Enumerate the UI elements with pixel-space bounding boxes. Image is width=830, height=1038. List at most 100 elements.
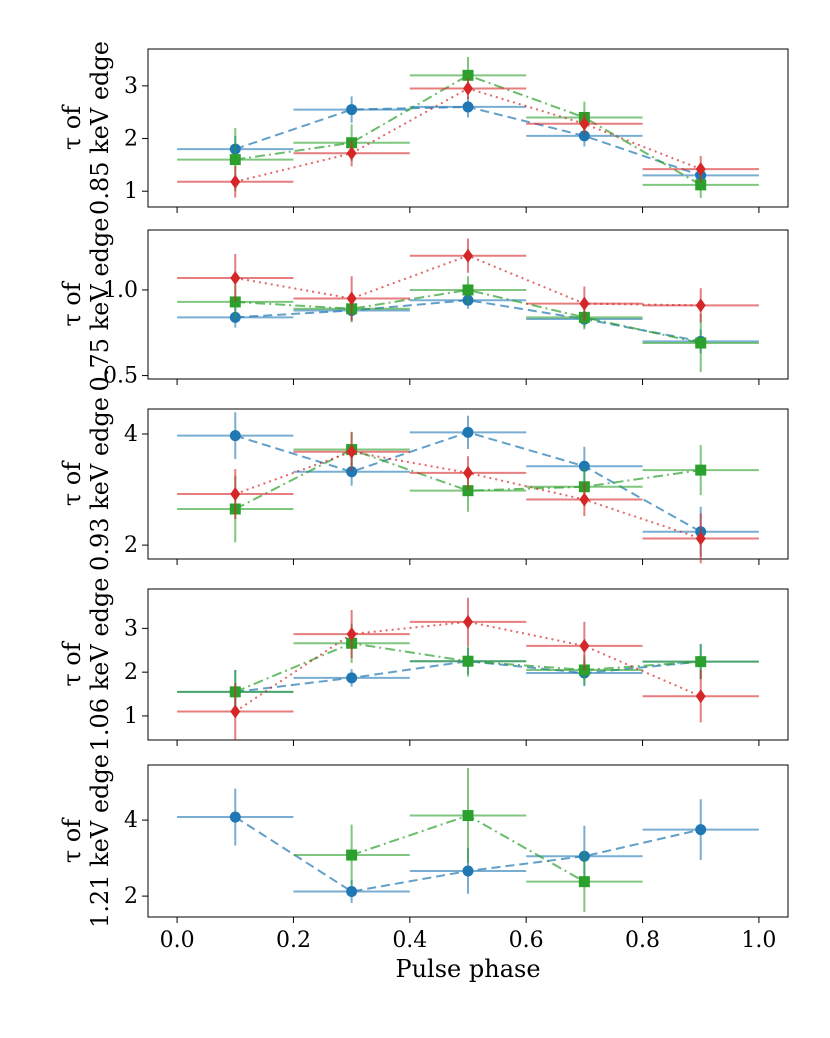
y-tick-label: 1.0 bbox=[103, 278, 138, 303]
y-tick-label: 1 bbox=[124, 179, 138, 204]
y-axis-label-line1: τ of bbox=[58, 104, 86, 150]
data-point bbox=[462, 485, 474, 497]
axes-frame bbox=[147, 48, 789, 208]
data-point bbox=[463, 248, 473, 263]
series-red bbox=[177, 77, 759, 198]
data-point bbox=[463, 614, 473, 629]
y-tick-label: 2 bbox=[124, 127, 138, 152]
data-point bbox=[462, 101, 474, 113]
y-axis-label-line2: 1.06 keV edge bbox=[86, 578, 114, 752]
y-axis-label: τ of0.75 keV edge bbox=[58, 218, 114, 392]
y-axis-label: τ of1.21 keV edge bbox=[58, 754, 114, 928]
data-point bbox=[578, 130, 590, 142]
data-point bbox=[229, 154, 241, 166]
data-point bbox=[230, 270, 241, 285]
data-point bbox=[578, 460, 590, 472]
data-point bbox=[346, 291, 357, 306]
data-point bbox=[462, 426, 474, 438]
y-axis-label-line2: 0.85 keV edge bbox=[86, 41, 114, 215]
y-axis-label: τ of1.06 keV edge bbox=[58, 578, 114, 752]
data-point bbox=[463, 465, 473, 480]
x-tick-label: 0.0 bbox=[160, 928, 195, 953]
panel-5: 0.0 0.2 0.4 0.6 0.8 1.0 2 4 τ of1.21 keV edge bbox=[58, 754, 789, 953]
y-axis-label-line1: τ of bbox=[58, 280, 86, 326]
x-tick-label: 0.8 bbox=[625, 928, 660, 953]
y-tick-label: 3 bbox=[124, 616, 138, 641]
data-point bbox=[230, 704, 241, 719]
series-line bbox=[235, 660, 701, 693]
data-point bbox=[462, 69, 474, 81]
data-point bbox=[346, 146, 357, 161]
y-axis-label-line1: τ of bbox=[58, 817, 86, 863]
series-blue bbox=[177, 788, 759, 903]
x-tick-label: 1.0 bbox=[741, 928, 776, 953]
y-axis-label-line1: τ of bbox=[58, 460, 86, 506]
panel-1: 1 2 3 τ of0.85 keV edge bbox=[58, 41, 789, 215]
axes-frame bbox=[147, 588, 789, 741]
data-point bbox=[346, 886, 358, 898]
data-point bbox=[346, 672, 358, 684]
series-line bbox=[235, 74, 702, 186]
axes-frame bbox=[147, 764, 789, 918]
x-tick-label: 0.6 bbox=[509, 928, 544, 953]
data-point bbox=[346, 627, 357, 642]
data-point bbox=[462, 655, 474, 667]
axes-frame bbox=[147, 408, 789, 560]
axes-frame bbox=[147, 229, 789, 380]
data-point bbox=[695, 689, 706, 704]
series-red bbox=[177, 597, 759, 740]
y-tick-label: 2 bbox=[124, 533, 138, 558]
series-green bbox=[293, 768, 643, 913]
data-point bbox=[579, 638, 590, 653]
panel-2: 0.51.0τ of0.75 keV edge bbox=[58, 218, 789, 392]
y-axis-label-line2: 0.93 keV edge bbox=[86, 397, 114, 571]
data-point bbox=[695, 337, 707, 349]
x-tick-label: 0.2 bbox=[276, 928, 311, 953]
data-point bbox=[346, 444, 357, 459]
data-point bbox=[695, 824, 707, 836]
data-point bbox=[229, 430, 241, 442]
data-point bbox=[463, 81, 473, 96]
data-point bbox=[579, 296, 590, 311]
data-point bbox=[462, 810, 474, 822]
data-point bbox=[462, 865, 474, 877]
y-tick-label: 2 bbox=[124, 660, 138, 685]
data-point bbox=[578, 876, 590, 888]
data-point bbox=[695, 656, 707, 668]
data-point bbox=[229, 811, 241, 823]
y-tick-label: 4 bbox=[124, 808, 138, 833]
data-point bbox=[230, 174, 241, 189]
series-red bbox=[177, 432, 759, 564]
y-tick-label: 0.5 bbox=[103, 364, 138, 389]
data-point bbox=[695, 464, 707, 476]
data-point bbox=[230, 487, 241, 501]
data-point bbox=[346, 104, 358, 116]
y-axis-label-line2: 0.75 keV edge bbox=[86, 218, 114, 392]
panel-3: 2 4 τ of0.93 keV edge bbox=[58, 397, 789, 571]
data-point bbox=[579, 116, 590, 131]
y-tick-label: 4 bbox=[124, 422, 138, 447]
series-green bbox=[177, 276, 759, 373]
data-point bbox=[695, 298, 706, 313]
y-tick-label: 2 bbox=[124, 884, 138, 909]
series-line bbox=[235, 254, 701, 307]
y-axis-label: τ of0.93 keV edge bbox=[58, 397, 114, 571]
data-point bbox=[462, 284, 474, 296]
y-tick-label: 3 bbox=[124, 74, 138, 99]
x-tick-label: 0.4 bbox=[392, 928, 427, 953]
x-axis-label: Pulse phase bbox=[395, 955, 540, 983]
panel-4: 1 2 3 τ of1.06 keV edge bbox=[58, 578, 789, 752]
y-axis-label-line2: 1.21 keV edge bbox=[86, 754, 114, 928]
data-point bbox=[579, 492, 590, 507]
data-point bbox=[695, 531, 706, 546]
y-tick-label: 1 bbox=[124, 704, 138, 729]
data-point bbox=[346, 466, 358, 478]
data-point bbox=[695, 179, 707, 191]
y-axis-label: τ of0.85 keV edge bbox=[58, 41, 114, 215]
series-line bbox=[234, 450, 702, 540]
data-point bbox=[695, 162, 706, 177]
series-red bbox=[177, 238, 759, 323]
y-axis-label-line1: τ of bbox=[58, 640, 86, 686]
